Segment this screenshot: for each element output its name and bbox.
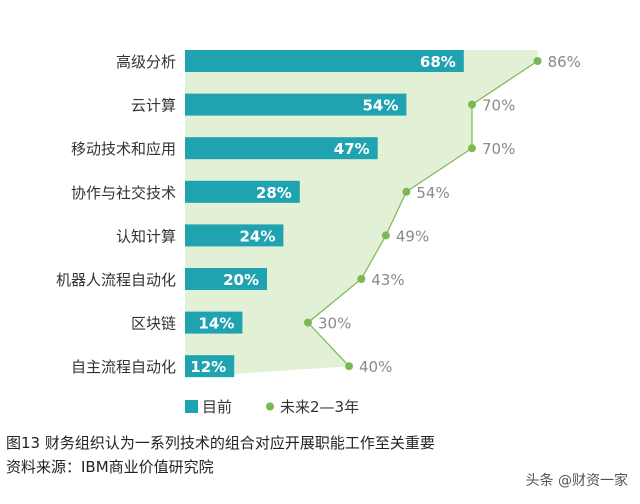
bar-current xyxy=(185,355,235,378)
bar-current xyxy=(185,268,267,290)
future-point xyxy=(533,57,542,65)
bar-current xyxy=(185,50,464,72)
future-point xyxy=(468,144,476,153)
bar-value-label: 68% xyxy=(420,53,456,71)
bar-current xyxy=(185,137,378,160)
figure-caption: 图13 财务组织认为一系列技术的组合对应开展职能工作至关重要 xyxy=(6,434,435,452)
category-label: 自主流程自动化 xyxy=(71,358,176,376)
bar-value-label: 20% xyxy=(223,271,259,289)
bar-current xyxy=(185,224,284,247)
legend-current-label: 目前 xyxy=(202,398,232,416)
category-label: 高级分析 xyxy=(116,53,176,71)
future-value-label: 49% xyxy=(396,227,429,245)
bar-layer xyxy=(185,50,464,378)
future-point xyxy=(402,187,411,196)
bar-value-label: 47% xyxy=(334,140,370,158)
future-value-label: 54% xyxy=(416,184,449,202)
future-line xyxy=(307,60,538,367)
future-value-label: 70% xyxy=(482,97,515,115)
future-point xyxy=(304,318,312,327)
legend-current-swatch xyxy=(185,400,198,413)
future-point xyxy=(357,275,366,283)
figure-source: 资料来源：IBM商业价值研究院 xyxy=(6,458,214,476)
category-label: 机器人流程自动化 xyxy=(56,271,176,289)
category-label: 区块链 xyxy=(131,315,176,333)
legend-future-label: 未来2—3年 xyxy=(280,398,359,416)
category-label: 移动技术和应用 xyxy=(71,140,176,158)
bar-value-label: 14% xyxy=(198,315,234,333)
future-value-label: 40% xyxy=(359,358,392,376)
future-point xyxy=(381,231,390,240)
future-point xyxy=(345,362,353,371)
future-area-layer xyxy=(185,50,538,378)
future-value-label: 43% xyxy=(371,271,404,289)
category-label: 云计算 xyxy=(131,97,176,115)
chart: 68% 高级分析 54% 云计算 47% 移动技术和应用 28% 协作与社交技术 24% 认知计算… xyxy=(56,50,581,416)
watermark: 头条 @财资一家 xyxy=(525,473,628,489)
bar-value-label: 54% xyxy=(362,97,398,115)
future-point xyxy=(468,100,476,109)
bar-value-label: 24% xyxy=(239,227,275,245)
legend-future-marker xyxy=(266,402,274,411)
bar-value-label: 28% xyxy=(256,184,292,202)
label-layer: 68% 高级分析 54% 云计算 47% 移动技术和应用 28% 协作与社交技术 24% 认知计算… xyxy=(56,53,581,376)
future-value-label: 30% xyxy=(318,315,351,333)
legend: 目前 未来2—3年 xyxy=(185,398,359,416)
bar-current xyxy=(185,311,243,334)
future-area xyxy=(185,50,538,378)
bar-current xyxy=(185,180,300,203)
category-label: 认知计算 xyxy=(116,227,176,245)
future-value-label: 70% xyxy=(482,140,515,158)
future-line-layer xyxy=(304,57,542,371)
category-label: 协作与社交技术 xyxy=(71,184,176,202)
future-value-label: 86% xyxy=(548,53,581,71)
bar-current xyxy=(185,93,407,116)
bar-value-label: 12% xyxy=(190,358,226,376)
